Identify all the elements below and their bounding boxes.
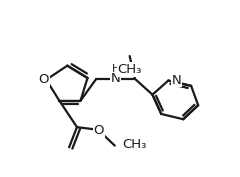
Text: CH₃: CH₃ [117, 63, 142, 76]
Text: O: O [94, 124, 104, 137]
Text: H: H [112, 64, 120, 75]
Text: N: N [171, 74, 181, 87]
Text: N: N [111, 72, 121, 85]
Text: CH₃: CH₃ [123, 138, 147, 151]
Text: O: O [38, 73, 49, 86]
